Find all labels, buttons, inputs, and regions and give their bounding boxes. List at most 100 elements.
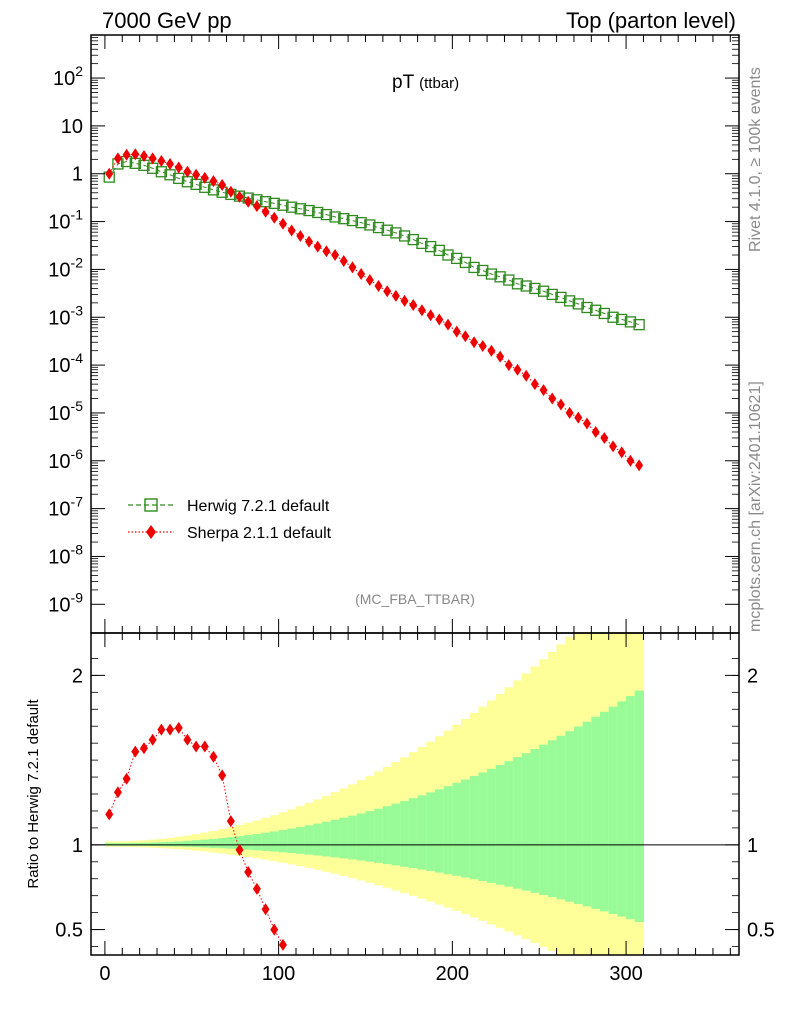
band-1sigma-bin [243, 835, 254, 850]
series-herwig [103, 155, 645, 331]
sherpa-point [331, 249, 340, 262]
sherpa-point [296, 229, 305, 242]
ratio-y-tick-label: 0.5 [55, 920, 83, 942]
band-1sigma-bin [382, 806, 393, 865]
band-1sigma-bin [278, 830, 288, 853]
band-1sigma-bin [157, 842, 167, 847]
herwig-point [520, 280, 532, 292]
sherpa-point [278, 217, 287, 230]
herwig-point [468, 261, 480, 274]
y-tick-label: 10-3 [48, 302, 83, 329]
sherpa-point [426, 309, 435, 322]
ratio-point [235, 843, 244, 856]
herwig-point [563, 295, 576, 307]
band-1sigma-bin [269, 831, 280, 852]
band-1sigma-bin [565, 731, 575, 902]
band-1sigma-bin [330, 819, 340, 858]
band-1sigma-bin [374, 808, 384, 863]
sherpa-point [400, 294, 409, 307]
ratio-y-tick-label-right: 0.5 [747, 920, 775, 942]
axes: 10-910-810-710-610-510-410-310-210-11101… [48, 35, 775, 985]
band-1sigma-bin [521, 753, 532, 891]
ratio-point [192, 740, 201, 753]
band-1sigma-bin [582, 721, 592, 907]
band-1sigma-bin [478, 772, 488, 882]
ratio-point [113, 786, 122, 799]
y-tick-base: 10 [48, 403, 70, 425]
sherpa-point [556, 398, 565, 411]
y-tick-label: 1 [72, 164, 83, 186]
band-1sigma-bin [608, 706, 618, 914]
band-1sigma-bin [547, 740, 558, 898]
legend-herwig-marker [144, 498, 158, 512]
band-1sigma-bin [174, 841, 184, 847]
sherpa-point [617, 446, 626, 459]
sherpa-point [391, 289, 400, 302]
y-tick-exponent: -8 [71, 541, 84, 557]
analysis-watermark: (MC_FBA_TTBAR) [355, 591, 475, 607]
y-tick-exponent: -7 [71, 494, 84, 510]
y-tick-exponent: -3 [71, 302, 84, 318]
ratio-point [122, 772, 131, 785]
sherpa-point [609, 440, 618, 453]
band-1sigma-bin [443, 786, 453, 875]
band-1sigma-bin [295, 826, 306, 854]
band-1sigma-bin [139, 842, 149, 846]
y-tick-label: 10-7 [48, 494, 83, 521]
herwig-point [555, 291, 567, 304]
band-1sigma-bin [495, 765, 505, 885]
band-1sigma-bin [469, 776, 479, 880]
ratio-series-sherpa [105, 721, 287, 951]
y-tick-base: 10 [53, 68, 75, 90]
herwig-point [485, 268, 498, 280]
herwig-point [364, 219, 376, 231]
sherpa-point [348, 261, 357, 274]
ratio-point [270, 923, 279, 936]
sherpa-point [539, 384, 548, 397]
y-tick-label: 10-8 [48, 541, 83, 568]
band-1sigma-bin [313, 823, 323, 856]
y-tick-base: 10 [48, 546, 70, 568]
y-tick-label: 10-9 [48, 589, 83, 616]
herwig-point [607, 311, 619, 323]
band-1sigma-bin [600, 711, 610, 912]
ratio-point [252, 882, 261, 895]
legend-sherpa-marker [146, 525, 156, 539]
band-1sigma-bin [365, 811, 375, 862]
band-1sigma-bin [400, 800, 410, 867]
sherpa-point [252, 200, 261, 213]
herwig-point [381, 224, 393, 236]
plot-title-main: pT [392, 72, 415, 93]
sherpa-point [522, 369, 531, 382]
sherpa-point [478, 340, 487, 353]
band-1sigma-bin [487, 768, 497, 883]
ratio-point [218, 769, 227, 782]
ratio-y-tick-label-right: 2 [747, 665, 758, 687]
sherpa-point [452, 325, 461, 338]
ratio-point [131, 745, 140, 758]
ratio-point [244, 865, 253, 878]
sherpa-point [287, 224, 296, 237]
herwig-point [546, 288, 558, 301]
sherpa-point [105, 167, 114, 180]
sherpa-point [383, 285, 392, 298]
herwig-point [372, 221, 385, 234]
sherpa-point [270, 211, 279, 224]
ratio-point [200, 740, 209, 753]
ratio-point [278, 938, 287, 951]
herwig-point [633, 319, 645, 331]
sherpa-point [322, 245, 331, 258]
sherpa-point [122, 148, 131, 161]
y-tick-label: 10-2 [48, 254, 83, 281]
herwig-point [286, 201, 298, 213]
y-tick-exponent: 2 [75, 63, 83, 79]
y-tick-label: 102 [53, 63, 83, 90]
band-1sigma-bin [434, 789, 445, 873]
sherpa-point [444, 318, 453, 331]
herwig-point [277, 199, 289, 211]
x-tick-label: 100 [262, 963, 295, 985]
band-1sigma-bin [226, 837, 236, 849]
sherpa-point [113, 152, 122, 165]
y-tick-label: 10-6 [48, 446, 83, 473]
